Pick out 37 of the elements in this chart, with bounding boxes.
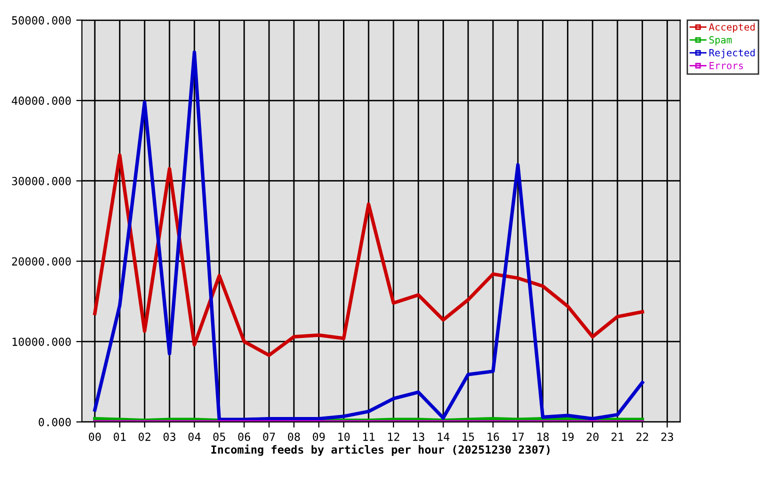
- line-series: [93, 50, 644, 422]
- y-tick-label: 30000.000: [12, 176, 71, 186]
- legend-label: Accepted: [708, 23, 755, 33]
- x-tick-label: 02: [138, 432, 150, 441]
- x-tick-label: 15: [462, 432, 474, 441]
- x-tick-label: 16: [488, 432, 499, 441]
- x-tick-label: 14: [438, 432, 450, 441]
- x-tick-label: 06: [238, 432, 250, 441]
- line-series: [93, 153, 644, 357]
- x-tick-label: 23: [661, 432, 674, 441]
- legend-label: Errors: [710, 62, 743, 70]
- x-tick-label: 21: [612, 432, 624, 441]
- x-tick-label: 07: [263, 432, 275, 441]
- x-tick-label: 04: [188, 432, 201, 441]
- x-tick-label: 13: [413, 432, 424, 441]
- y-tick-label: 0.000: [38, 418, 71, 426]
- x-tick-label: 22: [636, 432, 648, 441]
- y-tick-label: 10000.000: [12, 338, 71, 346]
- x-tick-label: 05: [213, 432, 226, 441]
- y-tick-label: 20000.000: [12, 257, 71, 266]
- y-tick-label: 50000.000: [12, 16, 71, 25]
- x-tick-label: 03: [164, 432, 176, 441]
- x-axis-title: Incoming feeds by articles per hour (20251230 2307): [211, 444, 550, 456]
- x-tick-label: 20: [586, 432, 599, 441]
- x-tick-label: 01: [114, 432, 126, 441]
- legend-label: Spam: [709, 36, 732, 46]
- x-tick-label: 09: [312, 432, 325, 441]
- x-tick-label: 18: [537, 432, 549, 441]
- legend-label: Rejected: [709, 48, 755, 58]
- x-tick-label: 08: [288, 432, 300, 441]
- x-tick-label: 17: [512, 432, 524, 441]
- x-tick-label: 12: [388, 432, 400, 441]
- x-tick-label: 10: [338, 432, 350, 441]
- x-tick-label: 11: [363, 432, 375, 441]
- y-tick-label: 40000.000: [12, 96, 71, 105]
- x-tick-label: 19: [562, 432, 574, 441]
- x-tick-label: 00: [88, 432, 101, 441]
